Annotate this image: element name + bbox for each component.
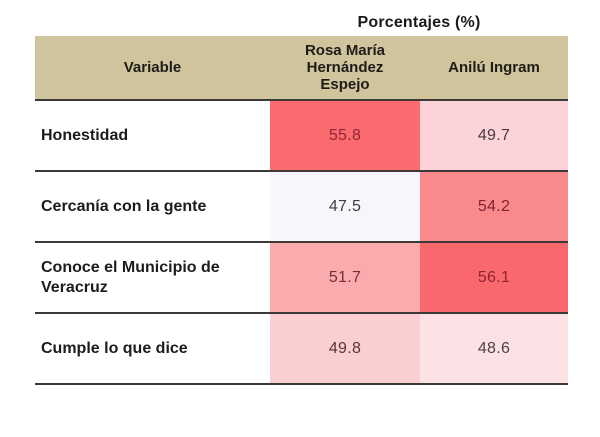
row-variable-label: Cercanía con la gente: [35, 171, 270, 243]
table-row: Cumple lo que dice 49.8 48.6: [35, 313, 568, 385]
row-value-candidate-1: 51.7: [270, 242, 420, 314]
row-value-candidate-1: 55.8: [270, 100, 420, 172]
row-value-candidate-2: 49.7: [420, 100, 568, 172]
row-variable-label: Cumple lo que dice: [35, 313, 270, 385]
row-variable-label: Honestidad: [35, 100, 270, 172]
table-row: Honestidad 55.8 49.7: [35, 100, 568, 172]
table-title: Porcentajes (%): [357, 14, 481, 31]
row-value-candidate-1: 47.5: [270, 171, 420, 243]
page: Porcentajes (%) Variable Rosa María Hern…: [0, 10, 600, 437]
row-variable-label: Conoce el Municipio de Veracruz: [35, 242, 270, 314]
title-row: Porcentajes (%): [35, 10, 568, 36]
percentages-table: Variable Rosa María Hernández Espejo Ani…: [35, 36, 568, 385]
header-row: Variable Rosa María Hernández Espejo Ani…: [35, 36, 568, 101]
row-value-candidate-2: 54.2: [420, 171, 568, 243]
table-row: Cercanía con la gente 47.5 54.2: [35, 171, 568, 243]
table-row: Conoce el Municipio de Veracruz 51.7 56.…: [35, 242, 568, 314]
row-value-candidate-2: 48.6: [420, 313, 568, 385]
header-candidate-1: Rosa María Hernández Espejo: [270, 36, 420, 101]
header-candidate-2: Anilú Ingram: [420, 36, 568, 101]
row-value-candidate-2: 56.1: [420, 242, 568, 314]
row-value-candidate-1: 49.8: [270, 313, 420, 385]
header-variable: Variable: [35, 36, 270, 101]
